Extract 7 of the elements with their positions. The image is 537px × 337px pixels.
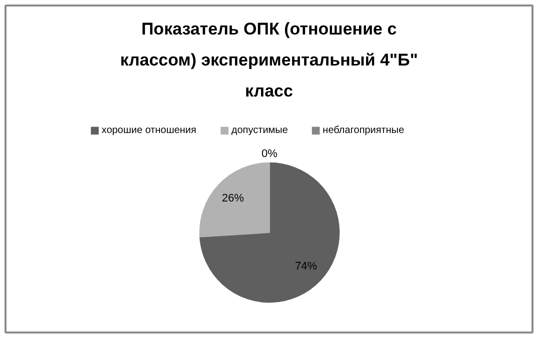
legend-label: неблагоприятные xyxy=(322,125,405,136)
text: 0% xyxy=(262,148,278,160)
legend-label: допустимые xyxy=(231,125,288,136)
legend-label: хорошие отношения xyxy=(102,125,196,136)
data-label: 74% xyxy=(295,260,318,273)
data-label: 26% xyxy=(222,192,244,205)
chart-title: Показатель ОПК (отношение с классом) экспериментальный 4"Б" класс xyxy=(120,19,418,100)
